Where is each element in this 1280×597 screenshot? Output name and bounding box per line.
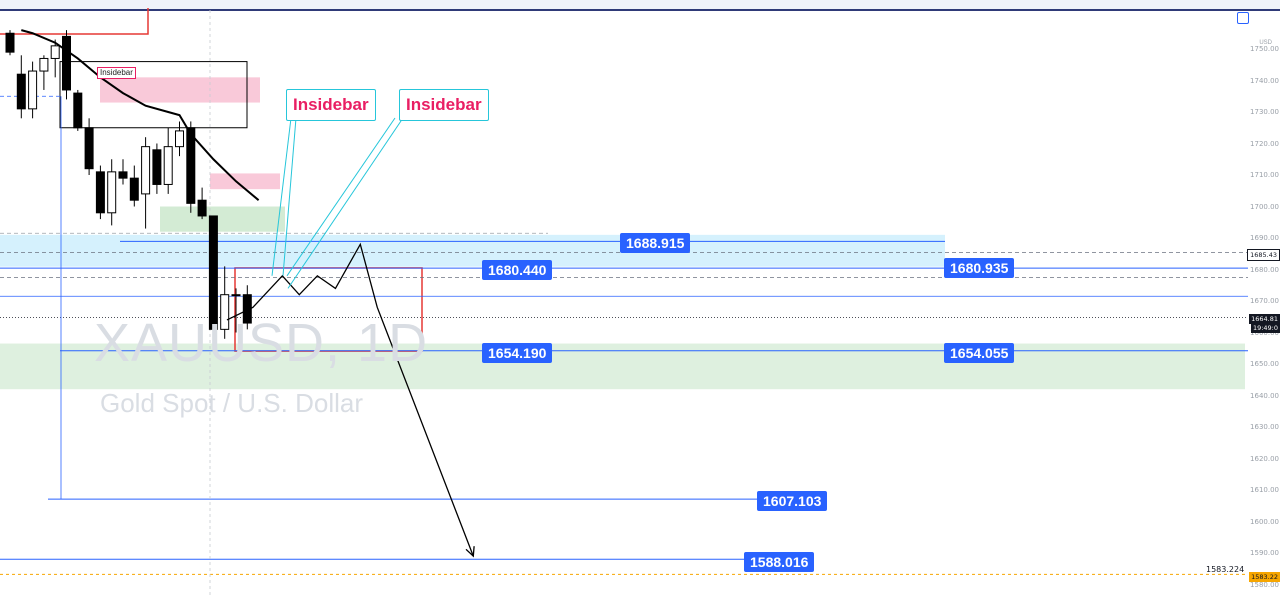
- candle-body: [28, 70, 38, 110]
- candle-body: [39, 57, 49, 72]
- moving-average-line: [21, 29, 260, 201]
- level-label-1607[interactable]: 1607.103: [757, 491, 828, 511]
- symbol-watermark: XAUUSD, 1D: [94, 313, 429, 373]
- level-label-1654-left[interactable]: 1654.190: [482, 343, 553, 363]
- axis-tick-label: 1740.00: [1250, 76, 1279, 85]
- axis-tick-label: 1730.00: [1250, 108, 1279, 116]
- axis-tick-label: 1600.00: [1250, 517, 1279, 526]
- axis-tick-label: 1590.00: [1250, 549, 1279, 557]
- candle-body: [95, 171, 105, 214]
- level-label-1688[interactable]: 1688.915: [620, 233, 691, 253]
- lines-layer: [0, 10, 1248, 597]
- candle-body: [152, 149, 162, 185]
- description-watermark: Gold Spot / U.S. Dollar: [100, 388, 363, 418]
- currency-label: USD: [1259, 40, 1272, 46]
- candle-body: [163, 146, 173, 185]
- callout-leader-2: [282, 117, 297, 276]
- currency-settings-icon[interactable]: [1237, 12, 1249, 24]
- small-insidebar-tag: Insidebar: [97, 67, 136, 79]
- axis-tick-label: 1710.00: [1250, 171, 1279, 179]
- axis-tick-label: 1680.00: [1250, 265, 1279, 274]
- axis-tick-label: 1620.00: [1250, 454, 1279, 463]
- candle-body: [50, 45, 60, 59]
- resistance-zone: [0, 234, 945, 267]
- candles-layer: [5, 30, 252, 339]
- overlay-layer: [21, 29, 475, 558]
- top-red-box: [0, 8, 149, 35]
- axis-tick-label: 1670.00: [1250, 297, 1279, 305]
- candle-body: [231, 294, 241, 297]
- axis-tick-label: 1650.00: [1250, 360, 1279, 368]
- level-label-1680-right[interactable]: 1680.935: [944, 258, 1015, 278]
- candle-body: [186, 127, 196, 204]
- zones-layer: [0, 8, 1245, 390]
- level-label-1654-right[interactable]: 1654.055: [944, 343, 1015, 363]
- projection-path: [226, 242, 474, 557]
- axis-tick-label: 1700.00: [1250, 202, 1279, 211]
- candle-body: [107, 171, 117, 214]
- candle-body: [73, 92, 83, 129]
- candle-body: [5, 32, 15, 53]
- candle-body: [62, 35, 71, 91]
- insidebar-callout-1[interactable]: Insidebar: [286, 89, 376, 121]
- demand-zone-small: [160, 206, 285, 232]
- candle-body: [118, 171, 128, 179]
- countdown-tag: 19:49:0: [1250, 323, 1280, 333]
- axis-tick-label: 1630.00: [1250, 423, 1279, 431]
- candle-body: [242, 294, 252, 324]
- supply-zone-upper: [100, 77, 260, 103]
- candle-body: [129, 177, 139, 201]
- level-label-1583: 1583.224: [1206, 565, 1245, 574]
- callout-leader-4: [287, 117, 404, 289]
- supply-zone-lower: [210, 173, 280, 190]
- level-label-1588[interactable]: 1588.016: [744, 552, 815, 572]
- level-label-1680-left[interactable]: 1680.440: [482, 260, 553, 280]
- current-price-tag: 1664.81: [1249, 314, 1280, 324]
- candle-body: [220, 294, 230, 330]
- marker-price-tag: 1685.43: [1247, 249, 1280, 261]
- candle-body: [141, 146, 151, 195]
- candle-body: [16, 73, 26, 110]
- axis-tick-label: 1750.00: [1250, 45, 1279, 53]
- candle-body: [197, 199, 207, 217]
- callout-leader-3: [286, 117, 396, 277]
- axis-tick-label: 1690.00: [1250, 234, 1279, 242]
- axis-tick-label: 1610.00: [1250, 486, 1279, 494]
- candle-body: [208, 215, 218, 330]
- axis-tick-label: 1580.00: [1250, 580, 1279, 589]
- alert-price-tag: 1583.22: [1249, 572, 1280, 582]
- top-toolbar: [0, 0, 1280, 11]
- candle-body: [175, 130, 184, 148]
- projection-arrowhead: [465, 546, 475, 558]
- callout-leader-1: [271, 117, 292, 276]
- axis-tick-label: 1640.00: [1250, 391, 1279, 400]
- insidebar-callout-2[interactable]: Insidebar: [399, 89, 489, 121]
- range-box: [59, 61, 248, 129]
- axis-tick-label: 1720.00: [1250, 139, 1279, 148]
- candle-body: [84, 127, 94, 170]
